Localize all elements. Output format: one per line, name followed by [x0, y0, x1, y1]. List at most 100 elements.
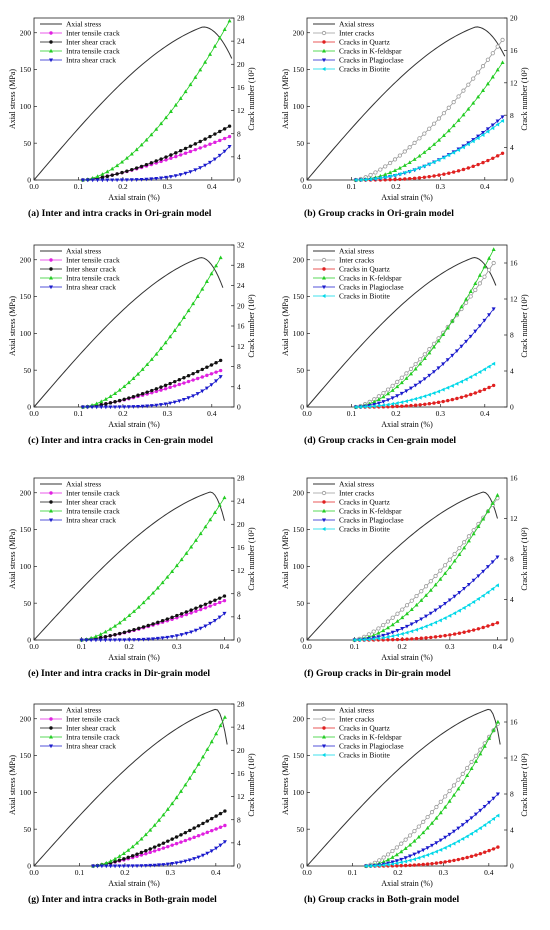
- series-point: [478, 851, 483, 856]
- series-point: [122, 384, 127, 389]
- series-point: [405, 611, 409, 616]
- series-point: [218, 811, 223, 816]
- legend-label: Cracks in Biotite: [339, 292, 390, 301]
- series-point: [404, 630, 409, 635]
- series-point: [110, 166, 115, 171]
- series-point: [188, 837, 192, 841]
- y-tick-label: 200: [20, 488, 32, 497]
- series-point: [390, 848, 395, 854]
- series-point: [487, 313, 492, 317]
- legend-label: Intra shear crack: [66, 742, 116, 751]
- legend-label: Inter cracks: [339, 489, 374, 498]
- series-point: [117, 405, 122, 410]
- y2-tick-label: 12: [510, 514, 518, 523]
- legend-label: Cracks in Plagioclase: [339, 516, 404, 525]
- series-point: [399, 375, 404, 380]
- x-tick-label: 0.2: [391, 409, 401, 418]
- series-point: [485, 81, 490, 86]
- series-point: [481, 569, 486, 574]
- series-point: [495, 792, 500, 797]
- y2-tick-label: 4: [237, 838, 241, 847]
- chart-panel-c: 0.0 0.1 0.2 0.3 0.4 0 50 100 150 200 0 4 8 12 16 20 24 28…: [8, 241, 256, 446]
- series-point: [466, 106, 471, 111]
- series-point: [476, 70, 481, 75]
- series-point: [392, 173, 397, 178]
- series-point: [443, 633, 447, 638]
- series-point: [182, 376, 186, 380]
- series-point: [141, 600, 146, 605]
- series-point: [477, 281, 482, 286]
- series-point: [456, 786, 461, 791]
- y-tick-label: 100: [293, 102, 305, 111]
- series-point: [428, 579, 433, 584]
- series-point: [407, 169, 412, 174]
- series-point: [476, 596, 480, 601]
- series-point: [482, 387, 487, 392]
- series-point: [214, 827, 218, 831]
- series-point: [117, 858, 122, 862]
- series-point: [139, 853, 144, 857]
- series-point: [154, 351, 159, 356]
- series-point: [422, 150, 427, 154]
- series-point: [170, 862, 175, 866]
- y-tick-label: 100: [20, 102, 32, 111]
- series-point: [482, 744, 487, 748]
- y-tick-label: 0: [300, 862, 304, 871]
- series-point: [113, 856, 118, 861]
- series-point: [450, 318, 455, 323]
- series-point: [117, 638, 122, 643]
- series-point: [428, 588, 433, 592]
- series-point: [457, 552, 462, 557]
- series-point: [412, 828, 417, 834]
- x-tick-label: 0.3: [172, 642, 182, 651]
- series-point: [451, 150, 456, 155]
- series-point: [172, 328, 177, 333]
- series-point: [436, 116, 442, 121]
- legend-label: Intra shear crack: [66, 516, 116, 525]
- series-point: [120, 170, 124, 175]
- series-point: [480, 593, 485, 598]
- series-point: [376, 401, 381, 406]
- y2-tick-label: 20: [510, 14, 518, 23]
- series-point: [170, 837, 174, 841]
- series-point: [218, 596, 222, 600]
- legend-label: Cracks in Plagioclase: [339, 742, 404, 751]
- series-point: [198, 607, 203, 612]
- x-tick-label: 0.2: [118, 409, 128, 418]
- series-point: [491, 260, 496, 266]
- series-point: [204, 279, 209, 283]
- series-point: [362, 404, 367, 409]
- series-point: [414, 620, 419, 624]
- series-point: [227, 18, 232, 23]
- series-point: [459, 304, 464, 309]
- series-point: [372, 404, 376, 409]
- series-point: [403, 856, 408, 860]
- series-line: [82, 370, 221, 408]
- crack-series: [364, 719, 500, 868]
- chart-panel-h: 0.0 0.1 0.2 0.3 0.4 0 50 100 150 200 0 4 8 12 16 Axial …: [281, 703, 529, 905]
- legend-label: Cracks in K-feldspar: [339, 733, 402, 742]
- series-point: [405, 624, 409, 629]
- series-point: [154, 177, 159, 181]
- legend-marker: [49, 275, 53, 280]
- series-point: [402, 170, 407, 175]
- x-tick-label: 0.1: [74, 182, 84, 191]
- series-point: [477, 370, 482, 375]
- series-point: [414, 593, 419, 599]
- series-point: [457, 631, 462, 635]
- series-point: [149, 404, 154, 408]
- series-point: [490, 51, 495, 56]
- series-point: [434, 861, 439, 865]
- legend-label: Cracks in Quartz: [339, 265, 390, 274]
- series-point: [404, 389, 409, 394]
- series-point: [451, 170, 456, 174]
- series-point: [417, 863, 421, 867]
- crack-series: [363, 813, 500, 868]
- series-point: [155, 636, 160, 641]
- y2-tick-label: 16: [510, 46, 518, 55]
- panel-caption: (b) Group cracks in Ori-grain model: [304, 208, 454, 219]
- y2-tick-label: 16: [510, 259, 518, 268]
- series-point: [212, 618, 217, 623]
- series-point: [126, 855, 130, 860]
